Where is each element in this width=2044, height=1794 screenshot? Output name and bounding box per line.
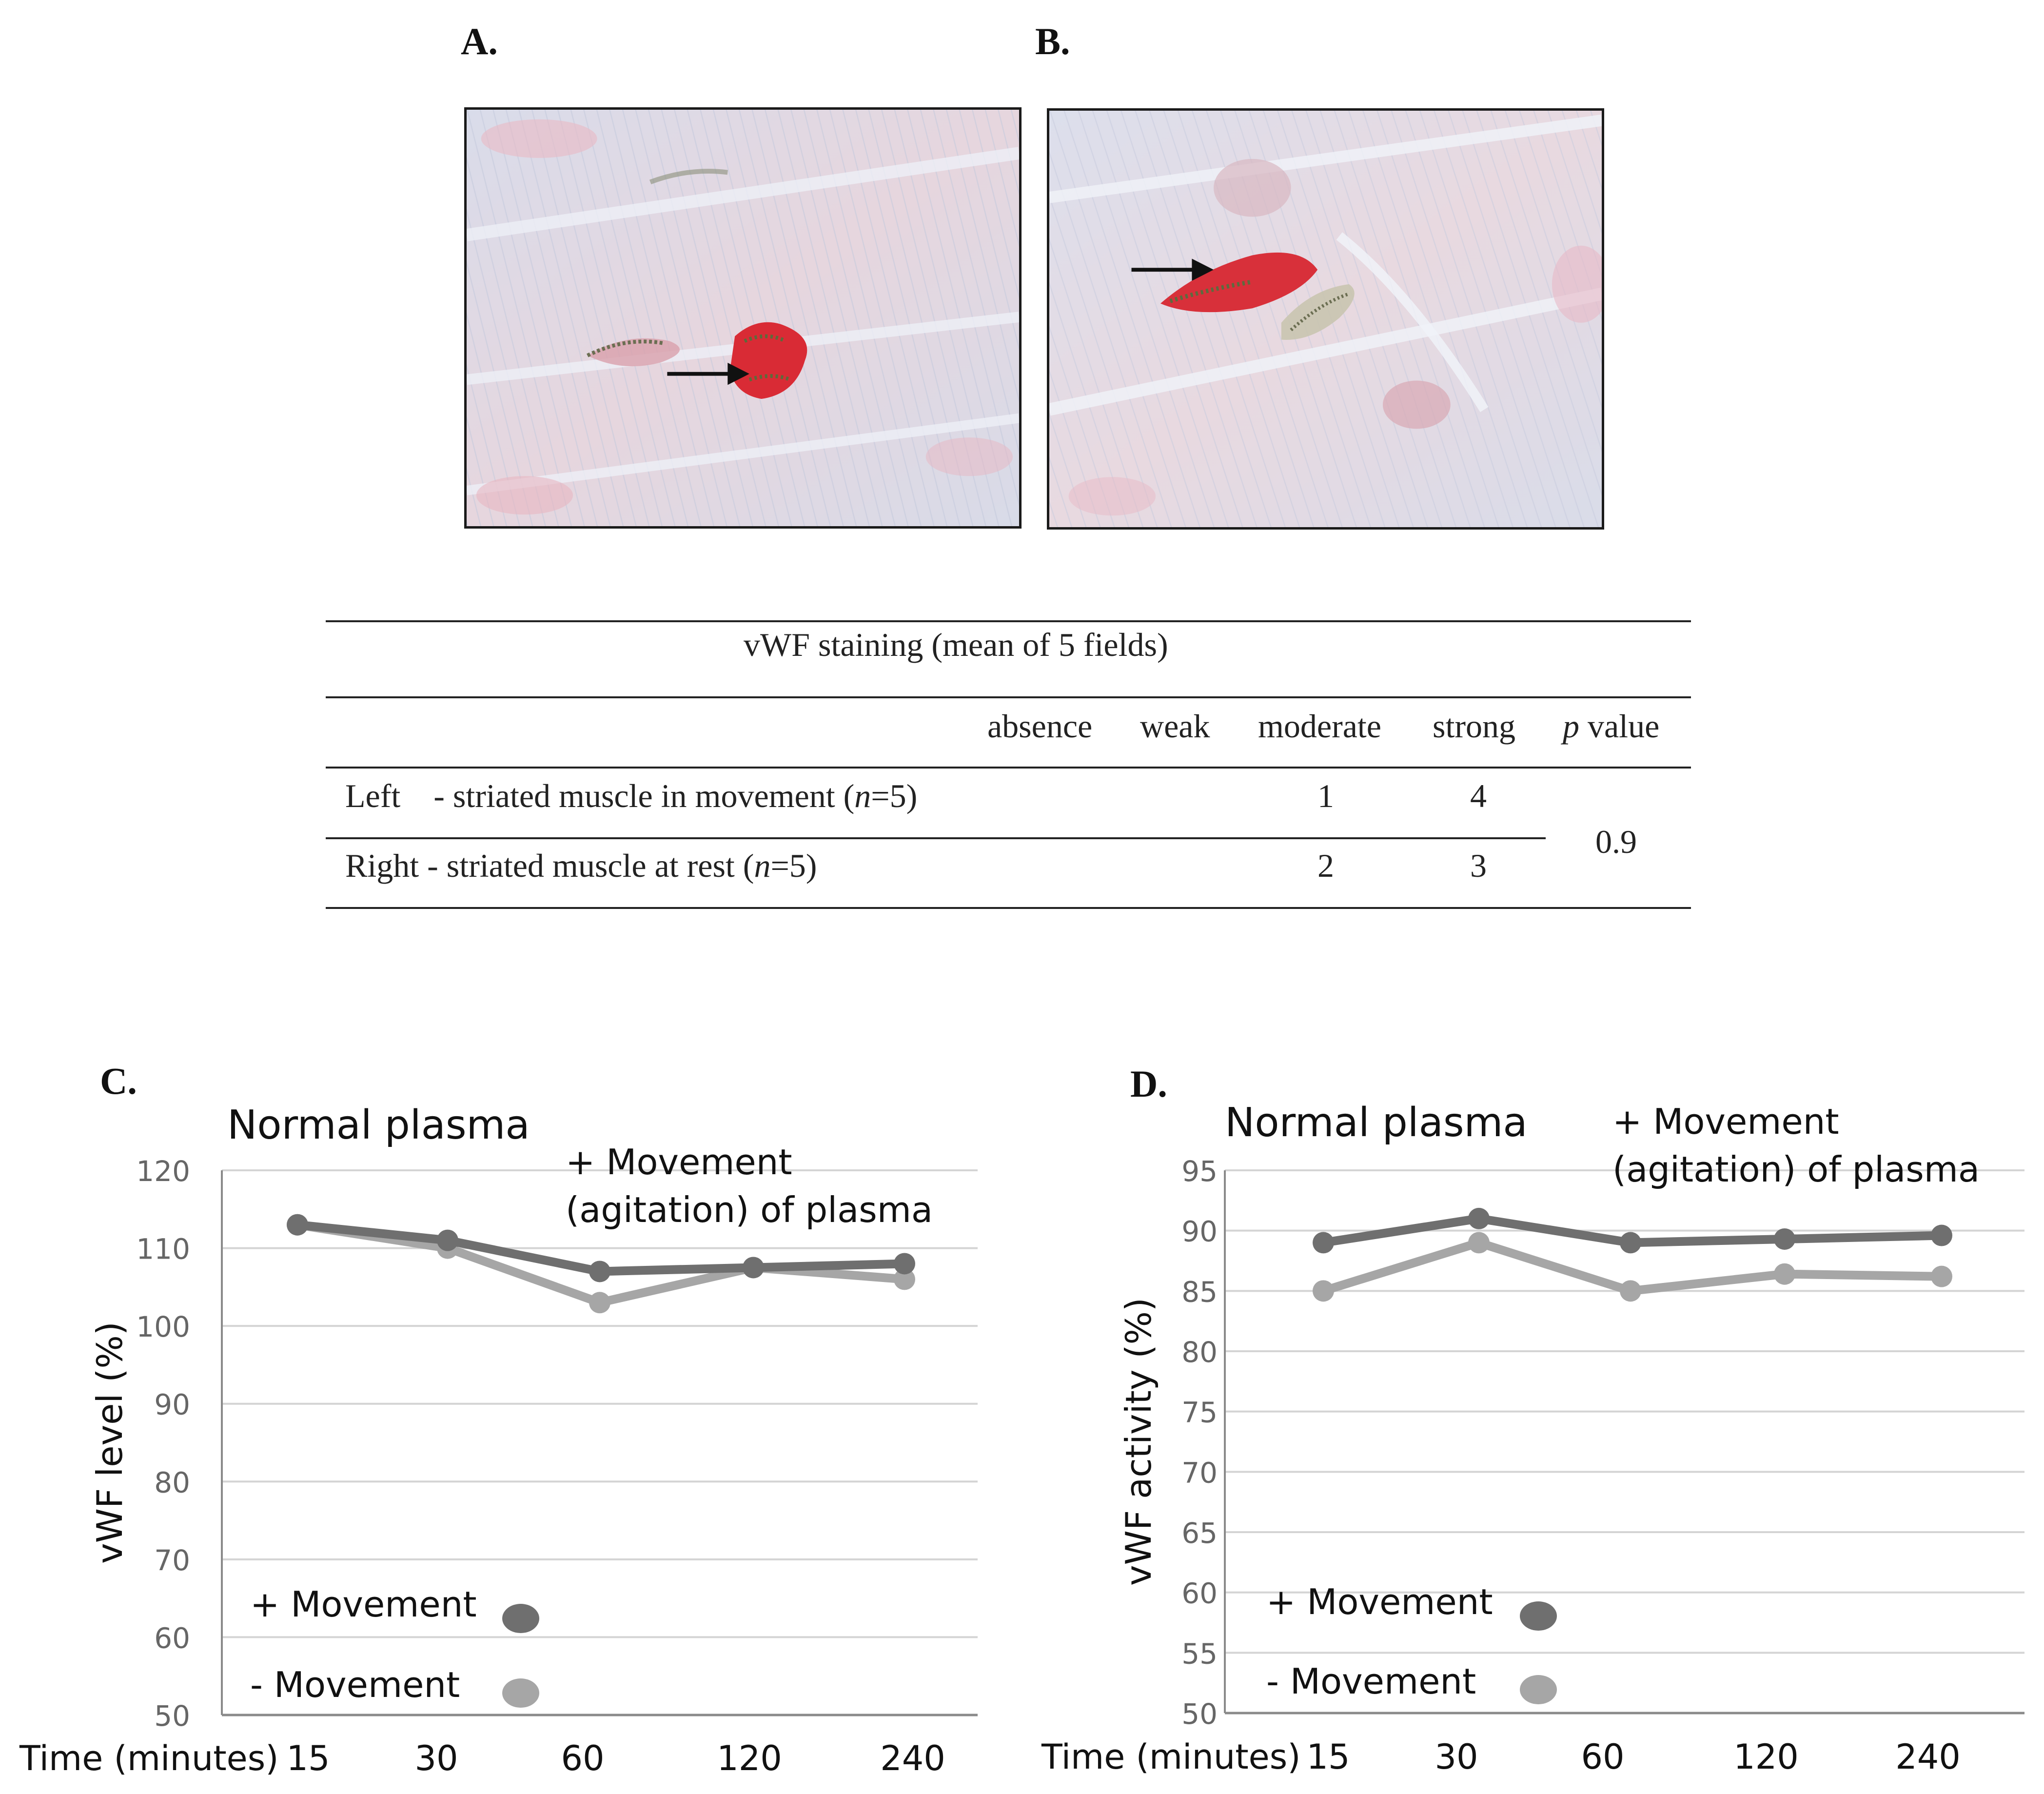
y-tick-label: 80	[154, 1466, 190, 1499]
x-axis-label: Time (minutes)	[1041, 1737, 1301, 1777]
data-point	[437, 1229, 458, 1251]
data-point	[1313, 1232, 1334, 1254]
legend-marker	[502, 1678, 539, 1708]
y-tick-label: 75	[1181, 1396, 1218, 1429]
table-rule-mid	[326, 837, 1546, 839]
x-tick-label: 120	[717, 1738, 782, 1778]
data-point	[1468, 1232, 1490, 1254]
data-point	[894, 1268, 915, 1290]
column-header-strong: strong	[1433, 708, 1515, 745]
data-point	[1931, 1224, 1952, 1246]
y-tick-label: 55	[1181, 1637, 1218, 1670]
x-tick-label: 15	[1306, 1737, 1350, 1777]
y-axis-label: vWF activity (%)	[1118, 1298, 1159, 1586]
column-header-moderate: moderate	[1258, 708, 1381, 745]
y-tick-label: 50	[1181, 1697, 1218, 1731]
data-point	[1468, 1207, 1490, 1229]
data-point	[589, 1261, 610, 1282]
table-rule-top	[326, 620, 1691, 622]
x-tick-label: 15	[286, 1738, 330, 1778]
table-row-1-strong: 4	[1470, 777, 1487, 814]
chart-title: Normal plasma	[227, 1102, 530, 1148]
y-tick-label: 70	[154, 1544, 190, 1577]
y-tick-label: 50	[154, 1699, 190, 1733]
y-tick-label: 60	[154, 1621, 190, 1655]
legend-marker	[1520, 1601, 1557, 1631]
chart-c-svg: 50 60 70 80 90 100 110 120 15 30 60 120 240 Time (min…	[19, 1102, 978, 1778]
panel-label-d: D.	[1130, 1063, 1167, 1105]
chart-c: 50 60 70 80 90 100 110 120 15 30 60 120 240 Time (min…	[0, 1083, 1024, 1792]
y-tick-label: 100	[136, 1310, 190, 1343]
column-header-p-value: p value	[1563, 708, 1660, 745]
legend-marker	[502, 1604, 539, 1633]
column-header-weak: weak	[1140, 708, 1210, 745]
legend-label: + Movement	[1266, 1581, 1493, 1622]
chart-title: Normal plasma	[1225, 1100, 1528, 1146]
y-tick-label: 90	[154, 1388, 190, 1421]
chart-annotation: + Movement	[566, 1142, 792, 1183]
panel-label-c: C.	[100, 1060, 137, 1102]
data-point	[1774, 1263, 1795, 1285]
data-point	[1620, 1280, 1641, 1302]
y-tick-label: 95	[1181, 1155, 1218, 1188]
panel-label-a: A.	[461, 20, 498, 62]
data-point	[1313, 1280, 1334, 1302]
data-point	[894, 1253, 915, 1275]
panel-label-b: B.	[1035, 20, 1070, 62]
y-axis-label: vWF level (%)	[89, 1321, 130, 1564]
x-tick-label: 240	[1895, 1737, 1961, 1777]
micrograph-b	[1047, 108, 1604, 530]
data-point	[589, 1292, 610, 1314]
micrograph-a	[464, 107, 1022, 529]
table-row-2-moderate: 2	[1317, 847, 1334, 884]
data-point	[1774, 1228, 1795, 1250]
table-row-2-label: Right - striated muscle at rest (n=5)	[345, 847, 817, 884]
table-p-value: 0.9	[1595, 823, 1637, 860]
x-tick-label: 120	[1733, 1737, 1799, 1777]
table-row-1-label: Left - striated muscle in movement (n=5)	[345, 777, 918, 814]
table-title: vWF staining (mean of 5 fields)	[744, 626, 1168, 663]
x-tick-label: 240	[880, 1738, 945, 1778]
chart-annotation: (agitation) of plasma	[1612, 1149, 1980, 1190]
x-axis-label: Time (minutes)	[19, 1738, 279, 1778]
table-rule-body	[326, 767, 1691, 769]
y-tick-label: 85	[1181, 1275, 1218, 1308]
y-tick-label: 65	[1181, 1517, 1218, 1550]
x-tick-label: 30	[1435, 1737, 1478, 1777]
legend-label: - Movement	[250, 1664, 460, 1705]
chart-d: 50 55 60 65 70 75 80 85 90 95 15 30 60 120 240 Time (mi…	[1020, 1083, 2044, 1792]
legend-label: + Movement	[250, 1584, 477, 1625]
x-tick-label: 30	[414, 1738, 458, 1778]
table-rule-bottom	[326, 907, 1691, 909]
table-row-2-strong: 3	[1470, 847, 1487, 884]
y-tick-label: 90	[1181, 1215, 1218, 1248]
data-point	[1931, 1265, 1952, 1287]
legend-marker	[1520, 1675, 1557, 1704]
data-point	[743, 1257, 764, 1279]
table-rule-header	[326, 696, 1691, 698]
table-row-1-moderate: 1	[1317, 777, 1334, 814]
y-tick-label: 110	[136, 1233, 190, 1266]
chart-annotation: (agitation) of plasma	[566, 1189, 933, 1230]
x-tick-label: 60	[561, 1738, 604, 1778]
chart-d-svg: 50 55 60 65 70 75 80 85 90 95 15 30 60 120 240 Time (mi…	[1041, 1100, 2024, 1777]
data-point	[1620, 1232, 1641, 1254]
y-tick-label: 80	[1181, 1336, 1218, 1369]
y-tick-label: 60	[1181, 1577, 1218, 1610]
chart-annotation: + Movement	[1612, 1101, 1839, 1142]
column-header-absence: absence	[987, 708, 1093, 745]
data-point	[287, 1214, 308, 1236]
y-tick-label: 120	[136, 1155, 190, 1188]
legend-label: - Movement	[1266, 1661, 1476, 1702]
x-tick-label: 60	[1581, 1737, 1624, 1777]
y-tick-label: 70	[1181, 1456, 1218, 1489]
